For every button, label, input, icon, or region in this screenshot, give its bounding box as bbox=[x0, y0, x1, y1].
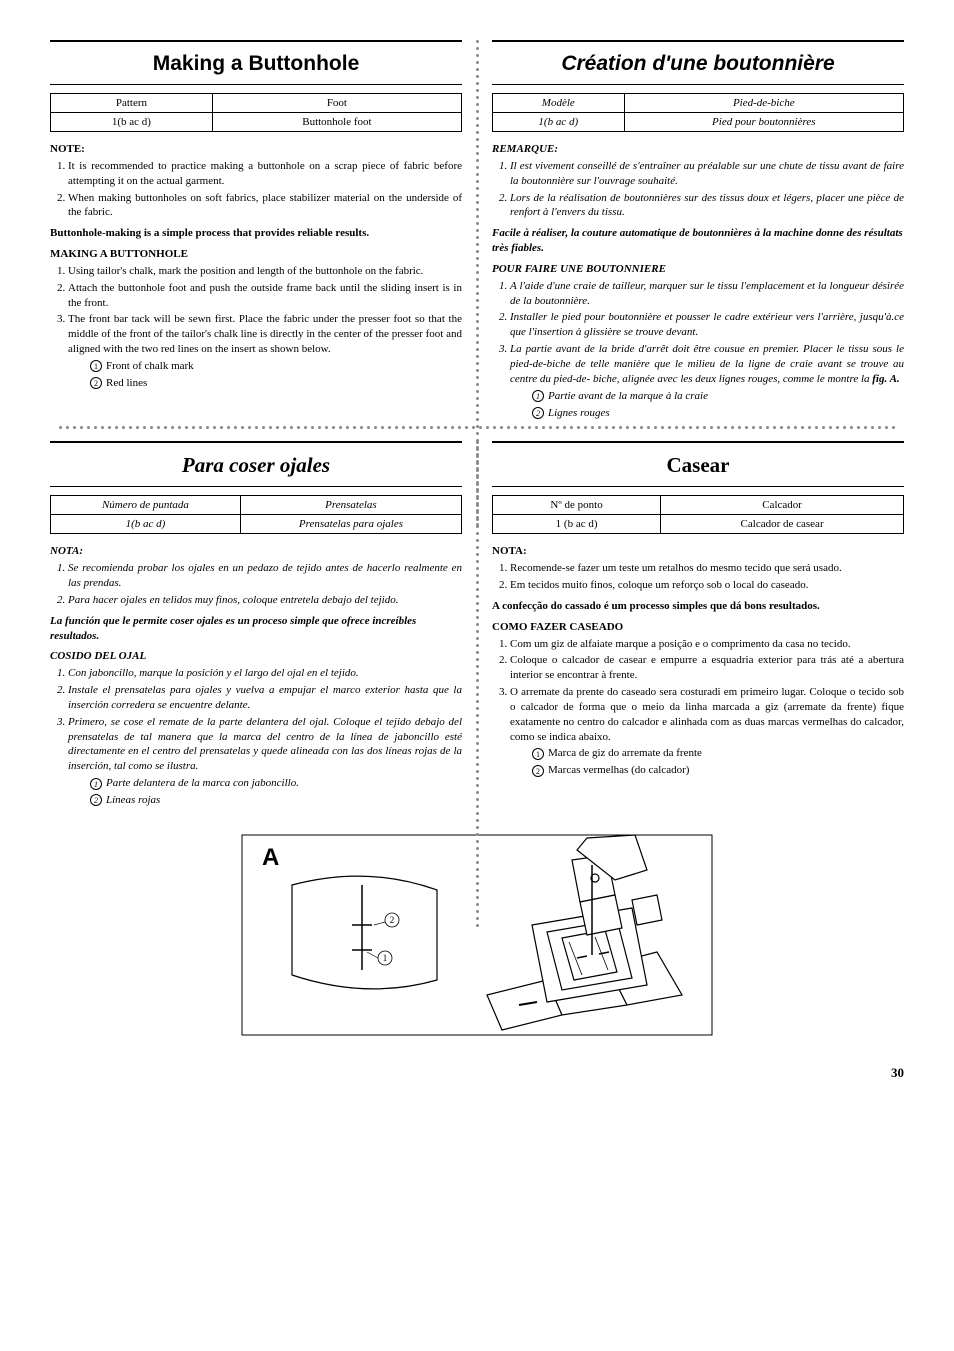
notes-en: It is recommended to practice making a b… bbox=[50, 159, 462, 220]
steps-pt: Com um giz de alfaiate marque a posição … bbox=[492, 637, 904, 745]
note-head-pt: NOTA: bbox=[492, 544, 904, 559]
legend-es: 1 Parte delantera de la marca con jabonci… bbox=[90, 776, 462, 808]
td-puntada: 1(b ac d) bbox=[51, 515, 241, 534]
intro-pt: A confecção do cassado é um processo sim… bbox=[492, 599, 904, 614]
note-item: Se recomienda probar los ojales en un pe… bbox=[68, 561, 462, 591]
step: O arremate da prente do caseado sera cos… bbox=[510, 685, 904, 744]
note-item: Il est vivement conseillé de s'entraîner… bbox=[510, 159, 904, 189]
fabric-diagram: 2 1 bbox=[292, 876, 437, 989]
table-en: PatternFoot 1(b ac d)Buttonhole foot bbox=[50, 93, 462, 132]
td-pattern: 1(b ac d) bbox=[51, 113, 213, 132]
td-foot: Buttonhole foot bbox=[212, 113, 461, 132]
table-pt: Nº de pontoCalcador 1 (b ac d)Calcador d… bbox=[492, 495, 904, 534]
circle-2-icon: 2 bbox=[532, 765, 544, 777]
circle-1-icon: 1 bbox=[532, 748, 544, 760]
note-item: It is recommended to practice making a b… bbox=[68, 159, 462, 189]
legend-text: Parte delantera de la marca con jaboncil… bbox=[106, 777, 299, 789]
th-prensatelas: Prensatelas bbox=[240, 496, 461, 515]
circle-1-icon: 1 bbox=[532, 390, 544, 402]
th-pattern: Pattern bbox=[51, 94, 213, 113]
top-row: Making a Buttonhole PatternFoot 1(b ac d… bbox=[50, 40, 904, 422]
svg-text:2: 2 bbox=[390, 915, 395, 925]
circle-1-icon: 1 bbox=[90, 778, 102, 790]
svg-text:1: 1 bbox=[383, 953, 388, 963]
circle-2-icon: 2 bbox=[90, 377, 102, 389]
english-section: Making a Buttonhole PatternFoot 1(b ac d… bbox=[50, 40, 462, 422]
th-foot: Foot bbox=[212, 94, 461, 113]
th-puntada: Número de puntada bbox=[51, 496, 241, 515]
step: Primero, se cose el remate de la parte d… bbox=[68, 715, 462, 774]
step: A l'aide d'une craie de tailleur, marque… bbox=[510, 279, 904, 309]
title-en: Making a Buttonhole bbox=[50, 50, 462, 78]
legend-text: Front of chalk mark bbox=[106, 360, 194, 372]
page-number: 30 bbox=[50, 1065, 904, 1081]
circle-2-icon: 2 bbox=[532, 407, 544, 419]
th-calcador: Calcador bbox=[661, 496, 904, 515]
legend-text: Líneas rojas bbox=[106, 794, 160, 806]
step: Com um giz de alfaiate marque a posição … bbox=[510, 637, 904, 652]
proc-head-fr: POUR FAIRE UNE BOUTONNIERE bbox=[492, 262, 904, 277]
step: Instale el prensatelas para ojales y vue… bbox=[68, 683, 462, 713]
step: The front bar tack will be sewn first. P… bbox=[68, 312, 462, 357]
fig-label: A bbox=[262, 844, 279, 871]
presser-foot-diagram bbox=[487, 835, 682, 1030]
note-head-en: NOTE: bbox=[50, 142, 462, 157]
table-fr: ModèlePied-de-biche 1(b ac d)Pied pour b… bbox=[492, 93, 904, 132]
th-pied: Pied-de-biche bbox=[624, 94, 903, 113]
bottom-row: Para coser ojales Número de puntadaPrens… bbox=[50, 441, 904, 810]
notes-fr: Il est vivement conseillé de s'entraîner… bbox=[492, 159, 904, 220]
note-item: Lors de la réalisation de boutonnières s… bbox=[510, 191, 904, 221]
french-section: Création d'une boutonnière ModèlePied-de… bbox=[492, 40, 904, 422]
table-es: Número de puntadaPrensatelas 1(b ac d)Pr… bbox=[50, 495, 462, 534]
proc-head-en: MAKING A BUTTONHOLE bbox=[50, 247, 462, 262]
intro-en: Buttonhole-making is a simple process th… bbox=[50, 226, 462, 241]
circle-1-icon: 1 bbox=[90, 360, 102, 372]
intro-fr: Facile à réaliser, la couture automatiqu… bbox=[492, 226, 904, 256]
steps-en: Using tailor's chalk, mark the position … bbox=[50, 264, 462, 357]
td-ponto: 1 (b ac d) bbox=[493, 515, 661, 534]
note-item: Recomende-se fazer um teste um retalhos … bbox=[510, 561, 904, 576]
note-head-es: NOTA: bbox=[50, 544, 462, 559]
proc-head-pt: COMO FAZER CASEADO bbox=[492, 620, 904, 635]
td-pied: Pied pour boutonnières bbox=[624, 113, 903, 132]
steps-es: Con jaboncillo, marque la posición y el … bbox=[50, 666, 462, 774]
note-item: Para hacer ojales en telidos muy finos, … bbox=[68, 593, 462, 608]
intro-es: La función que le permite coser ojales e… bbox=[50, 614, 462, 644]
spanish-section: Para coser ojales Número de puntadaPrens… bbox=[50, 441, 462, 810]
th-ponto: Nº de ponto bbox=[493, 496, 661, 515]
circle-2-icon: 2 bbox=[90, 794, 102, 806]
td-calcador: Calcador de casear bbox=[661, 515, 904, 534]
steps-fr: A l'aide d'une craie de tailleur, marque… bbox=[492, 279, 904, 387]
legend-fr: 1 Partie avant de la marque à la craie 2L… bbox=[532, 389, 904, 421]
legend-text: Partie avant de la marque à la craie bbox=[548, 390, 708, 402]
note-item: Em tecidos muito finos, coloque um refor… bbox=[510, 578, 904, 593]
step: Coloque o calcador de casear e empurre a… bbox=[510, 653, 904, 683]
legend-pt: 1 Marca de giz do arremate da frente 2 Mar… bbox=[532, 746, 904, 778]
td-prensatelas: Prensatelas para ojales bbox=[240, 515, 461, 534]
legend-text: Marca de giz do arremate da frente bbox=[548, 747, 702, 759]
step: Attach the buttonhole foot and push the … bbox=[68, 281, 462, 311]
legend-en: 1 Front of chalk mark 2 Red lines bbox=[90, 359, 462, 391]
step: Using tailor's chalk, mark the position … bbox=[68, 264, 462, 279]
proc-head-es: COSIDO DEL OJAL bbox=[50, 649, 462, 664]
portuguese-section: Casear Nº de pontoCalcador 1 (b ac d)Cal… bbox=[492, 441, 904, 810]
title-es: Para coser ojales bbox=[50, 451, 462, 480]
td-modele: 1(b ac d) bbox=[493, 113, 625, 132]
notes-es: Se recomienda probar los ojales en un pe… bbox=[50, 561, 462, 608]
notes-pt: Recomende-se fazer um teste um retalhos … bbox=[492, 561, 904, 593]
note-head-fr: REMARQUE: bbox=[492, 142, 904, 157]
step: La partie avant de la bride d'arrêt doit… bbox=[510, 342, 904, 387]
step: Con jaboncillo, marque la posición y el … bbox=[68, 666, 462, 681]
legend-text: Lignes rouges bbox=[548, 407, 610, 419]
step: Installer le pied pour boutonnière et po… bbox=[510, 310, 904, 340]
th-modele: Modèle bbox=[493, 94, 625, 113]
note-item: When making buttonholes on soft fabrics,… bbox=[68, 191, 462, 221]
legend-text: Marcas vermelhas (do calcador) bbox=[548, 764, 689, 776]
title-pt: Casear bbox=[492, 451, 904, 480]
title-fr: Création d'une boutonnière bbox=[492, 50, 904, 78]
legend-text: Red lines bbox=[106, 377, 147, 389]
